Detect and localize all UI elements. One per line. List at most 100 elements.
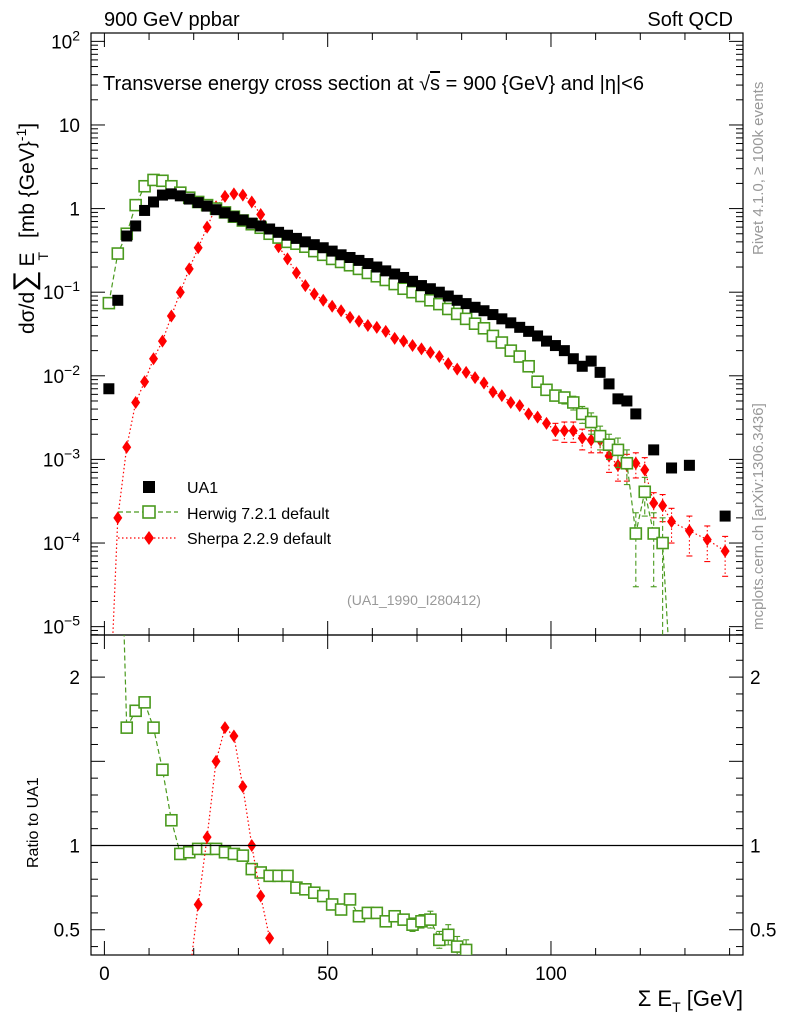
main-point-ua1 [255, 220, 267, 232]
x-axis-label: Σ ET [GeV] [638, 986, 743, 1015]
ratio-y-axis-label: Ratio to UA1 [25, 777, 42, 868]
legend-label-sherpa: Sherpa 2.2.9 default [187, 531, 332, 548]
main-point-sherpa [184, 262, 194, 276]
main-point-herwig [513, 350, 527, 363]
main-point-sherpa [336, 304, 346, 318]
main-point-sherpa [327, 299, 337, 313]
main-point-sherpa [408, 339, 418, 353]
main-point-ua1 [719, 510, 731, 522]
main-point-sherpa [479, 376, 489, 390]
main-point-ua1 [424, 283, 436, 295]
y-tick-label: 10 [59, 116, 80, 137]
main-line-herwig [108, 179, 669, 635]
x-tick-label: 100 [535, 964, 567, 985]
main-point-sherpa [247, 195, 257, 209]
mcplots-label: mcplots.cern.ch [arXiv:1306.3436] [750, 403, 767, 630]
main-point-ua1 [237, 214, 249, 226]
main-point-herwig [486, 329, 500, 343]
header-left: 900 GeV ppbar [104, 9, 240, 31]
ratio-point-herwig [129, 704, 142, 718]
ratio-herwig [112, 402, 473, 955]
legend-marker-ua1 [143, 481, 155, 493]
main-point-herwig [629, 527, 643, 540]
main-point-sherpa [354, 314, 364, 328]
main-point-ua1 [344, 251, 356, 263]
main-point-sherpa [667, 515, 677, 529]
ratio-point-herwig [343, 893, 357, 906]
main-point-herwig [638, 485, 652, 499]
ratio-point-sherpa [202, 830, 212, 844]
main-point-sherpa [104, 722, 113, 735]
main-point-sherpa [649, 496, 659, 510]
ratio-point-herwig [120, 721, 134, 734]
main-point-ua1 [121, 230, 133, 242]
main-point-ua1 [219, 207, 231, 219]
main-point-sherpa [524, 407, 534, 421]
main-point-herwig [495, 336, 509, 349]
main-point-sherpa [434, 350, 444, 364]
main-point-ua1 [130, 220, 142, 232]
x-tick-label: 0 [99, 964, 110, 985]
main-point-ua1 [442, 290, 454, 302]
ratio-point-sherpa [185, 970, 194, 983]
main-point-sherpa [542, 416, 552, 430]
main-point-sherpa [577, 431, 587, 445]
ratio-tick-label-left: 2 [69, 668, 80, 689]
y-tick-label: 10−3 [43, 445, 80, 471]
main-point-ua1 [380, 265, 392, 277]
main-point-ua1 [549, 340, 561, 352]
main-point-ua1 [362, 258, 374, 270]
main-point-sherpa [149, 352, 159, 366]
main-point-ua1 [451, 294, 463, 306]
main-point-sherpa [702, 533, 712, 547]
main-point-ua1 [398, 271, 410, 283]
main-point-sherpa [497, 389, 507, 403]
ratio-point-sherpa [176, 991, 185, 1004]
main-point-ua1 [308, 239, 320, 251]
main-point-ua1 [371, 261, 383, 273]
ratio-tick-label-left: 0.5 [54, 921, 80, 942]
ratio-point-herwig [147, 721, 160, 734]
ratio-y-axis-ticks: 2 2 1 1 0.5 0.5 [54, 642, 776, 948]
main-point-sherpa [256, 207, 266, 221]
main-point-ua1 [612, 393, 624, 405]
main-point-ua1 [174, 190, 186, 202]
main-point-sherpa [345, 310, 355, 324]
main-point-herwig [666, 688, 677, 699]
analysis-tag: (UA1_1990_I280412) [347, 592, 481, 608]
main-point-ua1 [201, 200, 213, 212]
main-point-sherpa [461, 365, 471, 379]
main-point-ua1 [228, 211, 240, 223]
main-point-sherpa [488, 385, 498, 399]
ratio-tick-label-right: 2 [750, 668, 761, 689]
main-point-ua1 [415, 280, 427, 292]
ratio-point-sherpa [229, 729, 239, 743]
main-point-ua1 [558, 345, 570, 357]
main-point-ua1 [112, 294, 124, 306]
legend-label-ua1: UA1 [187, 480, 218, 497]
main-point-herwig [584, 415, 598, 429]
main-point-ua1 [326, 245, 338, 257]
main-point-ua1 [585, 355, 597, 367]
main-sherpa [104, 187, 730, 735]
main-point-sherpa [390, 331, 400, 345]
ratio-point-herwig [112, 402, 123, 413]
main-point-ua1 [460, 298, 472, 310]
main-point-herwig [567, 396, 580, 409]
main-point-sherpa [175, 285, 185, 299]
main-point-sherpa [381, 324, 391, 338]
main-point-sherpa [443, 357, 453, 371]
main-point-herwig [111, 247, 125, 260]
ratio-point-herwig [156, 763, 169, 777]
main-point-herwig [656, 536, 669, 550]
legend-label-herwig: Herwig 7.2.1 default [187, 506, 330, 523]
rivet-version-label: Rivet 4.1.0, ≥ 100k events [750, 82, 767, 255]
main-point-sherpa [113, 511, 123, 525]
main-y-axis-label: dσ/d∑ET [mb {GeV}-1] [8, 123, 51, 334]
main-point-ua1 [621, 395, 633, 407]
main-point-sherpa [282, 252, 292, 266]
main-point-ua1 [478, 305, 490, 317]
main-point-sherpa [506, 395, 516, 409]
main-point-sherpa [193, 241, 203, 255]
